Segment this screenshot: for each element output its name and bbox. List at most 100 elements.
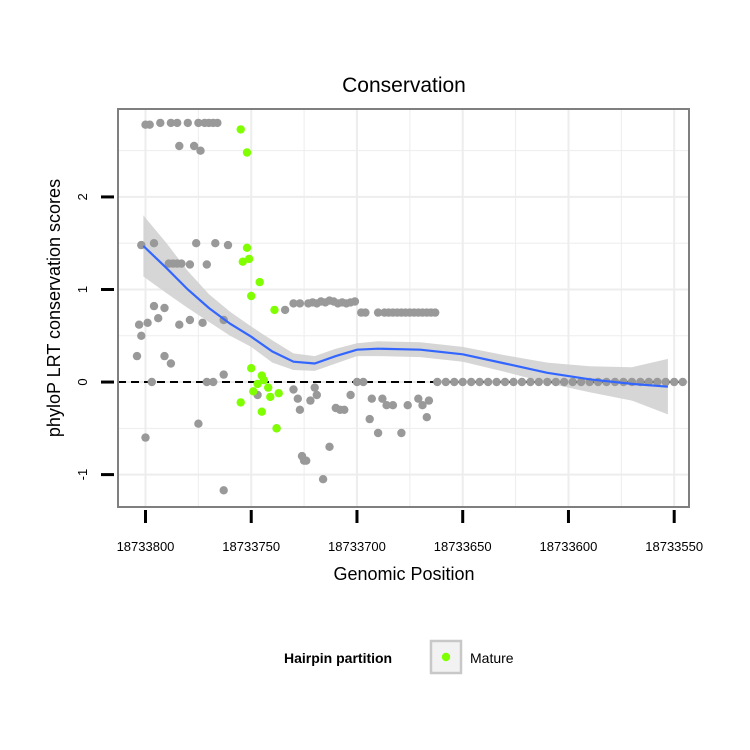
mature-data-point [274, 389, 283, 398]
data-point [293, 394, 302, 403]
data-point [145, 120, 154, 129]
x-tick-label: 18733750 [222, 539, 280, 554]
mature-data-point [247, 291, 256, 301]
x-tick-label: 18733800 [117, 539, 175, 554]
data-point [209, 377, 218, 387]
data-point [302, 456, 311, 465]
y-tick-label: 0 [75, 378, 90, 385]
data-point [653, 377, 662, 387]
mature-data-point [266, 392, 275, 402]
data-point [403, 401, 412, 410]
mature-data-point [242, 148, 252, 157]
data-point [568, 377, 577, 387]
data-point [441, 377, 450, 387]
data-point [149, 301, 159, 311]
mature-data-point [255, 277, 264, 287]
data-point [458, 377, 467, 387]
data-point [280, 305, 290, 315]
data-point [211, 239, 220, 248]
data-point [576, 377, 586, 387]
data-point [132, 351, 142, 361]
panel-border [117, 108, 690, 508]
data-point [143, 318, 152, 327]
data-point [424, 396, 434, 405]
data-point [223, 240, 233, 250]
data-point [661, 377, 670, 387]
data-point [350, 297, 360, 306]
y-axis: -1 0 1 2 [75, 193, 114, 480]
mature-data-point [264, 383, 273, 392]
data-point [306, 396, 315, 405]
data-point [185, 260, 195, 269]
data-point [134, 320, 144, 329]
data-point [318, 475, 328, 484]
smooth-line [142, 245, 668, 388]
y-tick-label: 1 [75, 286, 90, 293]
data-point [183, 118, 192, 128]
data-point [378, 394, 387, 403]
data-point [202, 377, 211, 387]
data-point [365, 414, 374, 424]
mature-data-point [238, 257, 247, 266]
data-point [141, 433, 150, 442]
data-point [670, 377, 679, 387]
data-point [312, 390, 321, 400]
mature-data-point [270, 305, 279, 315]
data-point [173, 118, 182, 128]
data-point [543, 377, 552, 387]
data-point [509, 377, 518, 387]
mature-data-point [242, 243, 252, 252]
data-point [422, 413, 431, 422]
data-point [526, 377, 535, 387]
mature-data-point [259, 376, 269, 385]
legend-label-mature: Mature [470, 650, 514, 666]
data-point [346, 390, 355, 400]
data-point [560, 377, 569, 387]
data-point [551, 377, 560, 387]
data-point [450, 377, 459, 387]
data-point [219, 486, 228, 495]
legend-title: Hairpin partition [284, 650, 392, 666]
plot-panel [117, 108, 690, 508]
data-point [289, 299, 298, 308]
chart-title: Conservation [342, 74, 466, 97]
data-point [340, 405, 349, 414]
mature-data-point [236, 125, 245, 134]
data-point [373, 428, 383, 438]
data-point [202, 260, 211, 269]
x-tick-label: 18733700 [328, 539, 386, 554]
x-tick-label: 18733550 [645, 539, 703, 554]
data-point [500, 377, 510, 387]
legend-key-mature-dot [441, 652, 451, 662]
data-point [154, 314, 163, 323]
data-point [352, 377, 362, 387]
data-point [166, 359, 176, 368]
data-point [175, 141, 184, 151]
data-point [483, 377, 493, 387]
mature-data-point [247, 364, 256, 373]
y-tick-label: -1 [75, 469, 90, 481]
data-point [388, 401, 398, 410]
mature-data-point [244, 254, 254, 264]
data-point [194, 419, 203, 428]
data-point [475, 377, 484, 387]
y-axis-title: phyloP LRT conservation scores [44, 179, 64, 437]
mature-data-point [253, 379, 262, 389]
data-point [194, 118, 203, 128]
y-tick-label: 2 [75, 193, 90, 200]
data-point [289, 385, 298, 394]
data-point [414, 394, 423, 403]
mature-points [236, 125, 283, 433]
data-point [196, 146, 205, 155]
data-point [367, 394, 376, 403]
data-point [359, 377, 368, 387]
data-point [160, 351, 169, 361]
data-point [160, 303, 169, 313]
data-point [492, 377, 501, 387]
data-point [517, 377, 527, 387]
data-point [149, 239, 159, 248]
data-point [185, 315, 195, 325]
x-axis-title: Genomic Position [333, 564, 474, 584]
data-point [156, 118, 165, 128]
x-axis: 18733800 18733750 18733700 18733650 18733600… [117, 510, 703, 554]
